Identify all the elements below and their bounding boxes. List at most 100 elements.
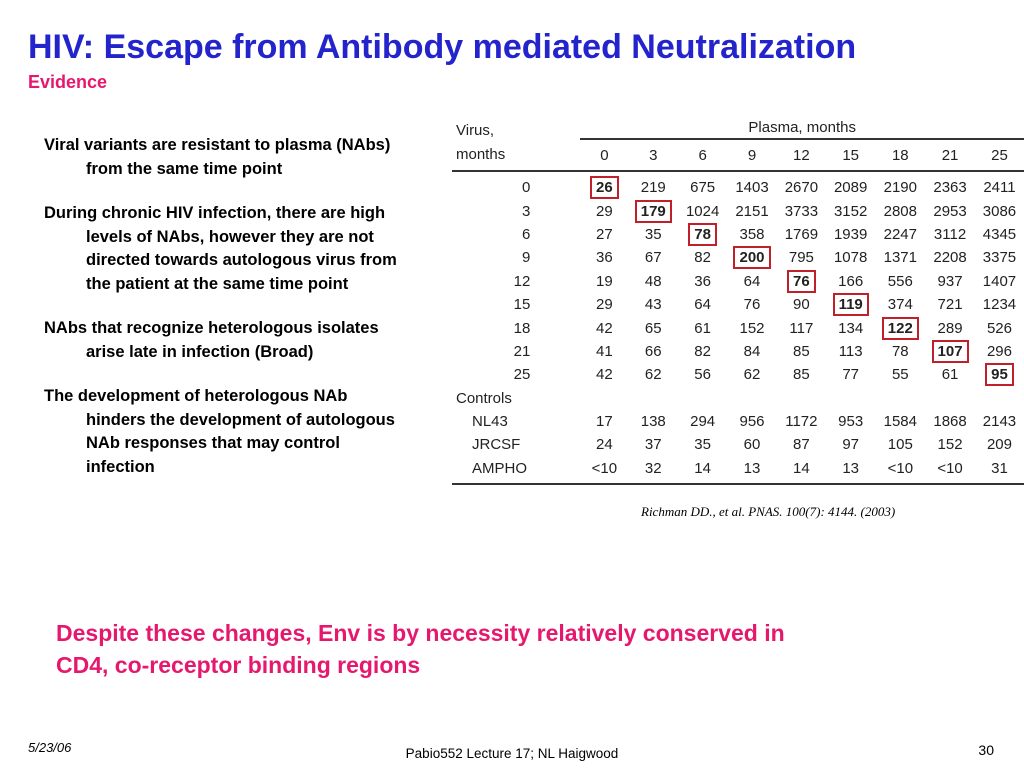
table-cell: 24 bbox=[596, 436, 613, 454]
table-cell: 152 bbox=[937, 436, 963, 454]
table-cell: 60 bbox=[743, 436, 761, 454]
table-cell: 289 bbox=[937, 319, 963, 337]
table-cell: 42 bbox=[596, 319, 613, 337]
table-cell: 62 bbox=[743, 366, 761, 384]
table-cell: 56 bbox=[694, 366, 711, 384]
table-cell: 152 bbox=[739, 319, 765, 337]
table-row: 9 36 67 82 200 795 1078 1371 2208 3375 bbox=[452, 246, 1024, 270]
table-cell: 84 bbox=[743, 342, 761, 360]
table-cell: 3112 bbox=[933, 225, 967, 243]
table-cell: 43 bbox=[644, 296, 662, 314]
autologous-boxed-value: 179 bbox=[634, 199, 672, 223]
table-cell: 200 bbox=[727, 246, 777, 270]
table-cell: 35 bbox=[644, 225, 662, 243]
table-cell: 2411 bbox=[983, 179, 1016, 197]
table-cell: 32 bbox=[628, 456, 679, 486]
autologous-boxed-value: 200 bbox=[733, 246, 771, 270]
table-row: 6 27 35 78 358 1769 1939 2247 3112 4345 bbox=[452, 222, 1024, 246]
plasma-header: Plasma, months bbox=[580, 108, 1024, 140]
controls-heading-row: Controls bbox=[452, 387, 1024, 410]
table-cell: 14 bbox=[678, 456, 728, 486]
table-cell: 64 bbox=[743, 272, 761, 290]
table-cell: 13 bbox=[825, 456, 876, 486]
table-cell: 78 bbox=[678, 222, 727, 246]
conclusion-text: Despite these changes, Env is by necessi… bbox=[56, 620, 785, 678]
table-row: 25 42 62 56 62 85 77 55 61 95 bbox=[452, 363, 1024, 387]
column-header: 9 bbox=[727, 139, 777, 172]
table-cell: 2670 bbox=[784, 179, 819, 197]
virus-header-line2: months bbox=[452, 139, 581, 172]
table-cell: 67 bbox=[644, 249, 662, 267]
table-cell: 82 bbox=[694, 342, 711, 360]
table-cell: 2363 bbox=[933, 179, 967, 197]
table-cell: 795 bbox=[788, 249, 814, 267]
table-row: 3 29 179 1024 2151 3733 3152 2808 2953 3086 bbox=[452, 199, 1024, 223]
table-cell: 36 bbox=[694, 272, 711, 290]
table-cell: 2089 bbox=[833, 179, 868, 197]
table-cell: 294 bbox=[690, 413, 716, 431]
table-cell: 1769 bbox=[784, 225, 819, 243]
bullet-list: Viral variants are resistant to plasma (… bbox=[44, 134, 404, 500]
table-cell: 2953 bbox=[933, 202, 967, 220]
autologous-boxed-value: 95 bbox=[985, 363, 1014, 387]
table-cell: 62 bbox=[644, 366, 662, 384]
table-cell: <10 bbox=[875, 456, 926, 486]
row-label: 12 bbox=[513, 272, 531, 290]
table-cell: 3733 bbox=[784, 202, 819, 220]
neutralization-table-container: Virus, Plasma, months months 0 3 6 9 12 15 18 2… bbox=[452, 108, 1024, 486]
table-cell: 65 bbox=[644, 319, 662, 337]
table-cell: 37 bbox=[644, 436, 662, 454]
table-cell: 48 bbox=[644, 272, 662, 290]
row-label: 6 bbox=[522, 225, 531, 243]
page-number: 30 bbox=[978, 742, 994, 758]
table-cell: 219 bbox=[640, 179, 666, 197]
table-cell: 117 bbox=[789, 319, 814, 337]
bullet-item: During chronic HIV infection, there are … bbox=[44, 204, 397, 293]
bullet-item: Viral variants are resistant to plasma (… bbox=[44, 136, 391, 178]
bullet-item: The development of heterologous NAb hind… bbox=[44, 387, 395, 476]
table-cell: 179 bbox=[628, 199, 678, 223]
table-cell: 1078 bbox=[833, 249, 868, 267]
slide-subtitle: Evidence bbox=[28, 72, 108, 92]
table-cell: 42 bbox=[596, 366, 613, 384]
row-label: 18 bbox=[513, 319, 531, 337]
control-label: AMPHO bbox=[452, 456, 581, 486]
table-cell: 87 bbox=[793, 436, 810, 454]
column-header: 0 bbox=[580, 139, 629, 172]
table-cell: 76 bbox=[777, 269, 826, 293]
row-label: 9 bbox=[522, 249, 531, 267]
row-label: 25 bbox=[513, 366, 531, 384]
table-row: 21 41 66 82 84 85 113 78 107 296 bbox=[452, 339, 1024, 363]
table-cell: 82 bbox=[694, 249, 711, 267]
table-cell: 956 bbox=[739, 413, 765, 431]
table-cell: 358 bbox=[739, 225, 765, 243]
table-cell: 3086 bbox=[982, 202, 1017, 220]
footer-date: 5/23/06 bbox=[28, 740, 72, 755]
table-cell: 296 bbox=[986, 342, 1012, 360]
table-cell: 1234 bbox=[982, 296, 1017, 314]
table-cell: 166 bbox=[838, 272, 864, 290]
column-header: 12 bbox=[776, 139, 826, 172]
column-header: 21 bbox=[925, 139, 975, 172]
table-cell: 2190 bbox=[883, 179, 917, 197]
table-cell: 85 bbox=[793, 342, 810, 360]
table-cell: 2143 bbox=[982, 413, 1017, 431]
table-cell: 374 bbox=[887, 296, 913, 314]
table-cell: 26 bbox=[580, 171, 628, 200]
row-label: 3 bbox=[522, 202, 531, 220]
footer-lecture: Pabio552 Lecture 17; NL Haigwood bbox=[405, 746, 619, 761]
table-cell: 119 bbox=[826, 293, 876, 317]
table-cell: 953 bbox=[838, 413, 864, 431]
table-cell: 64 bbox=[694, 296, 711, 314]
column-header: 6 bbox=[678, 139, 728, 172]
control-row: JRCSF 24 37 35 60 87 97 105 152 209 bbox=[452, 433, 1024, 456]
table-cell: 1403 bbox=[735, 179, 769, 197]
row-label: 21 bbox=[513, 342, 531, 360]
table-cell: 937 bbox=[937, 272, 963, 290]
table-cell: 122 bbox=[875, 316, 925, 340]
table-row: 12 19 48 36 64 76 166 556 937 1407 bbox=[452, 269, 1024, 293]
table-cell: 209 bbox=[986, 436, 1012, 454]
table-cell: 107 bbox=[925, 339, 975, 363]
table-cell: 19 bbox=[596, 272, 613, 290]
table-row: 0 26 219 675 1403 2670 2089 2190 2363 2411 bbox=[452, 171, 1024, 200]
